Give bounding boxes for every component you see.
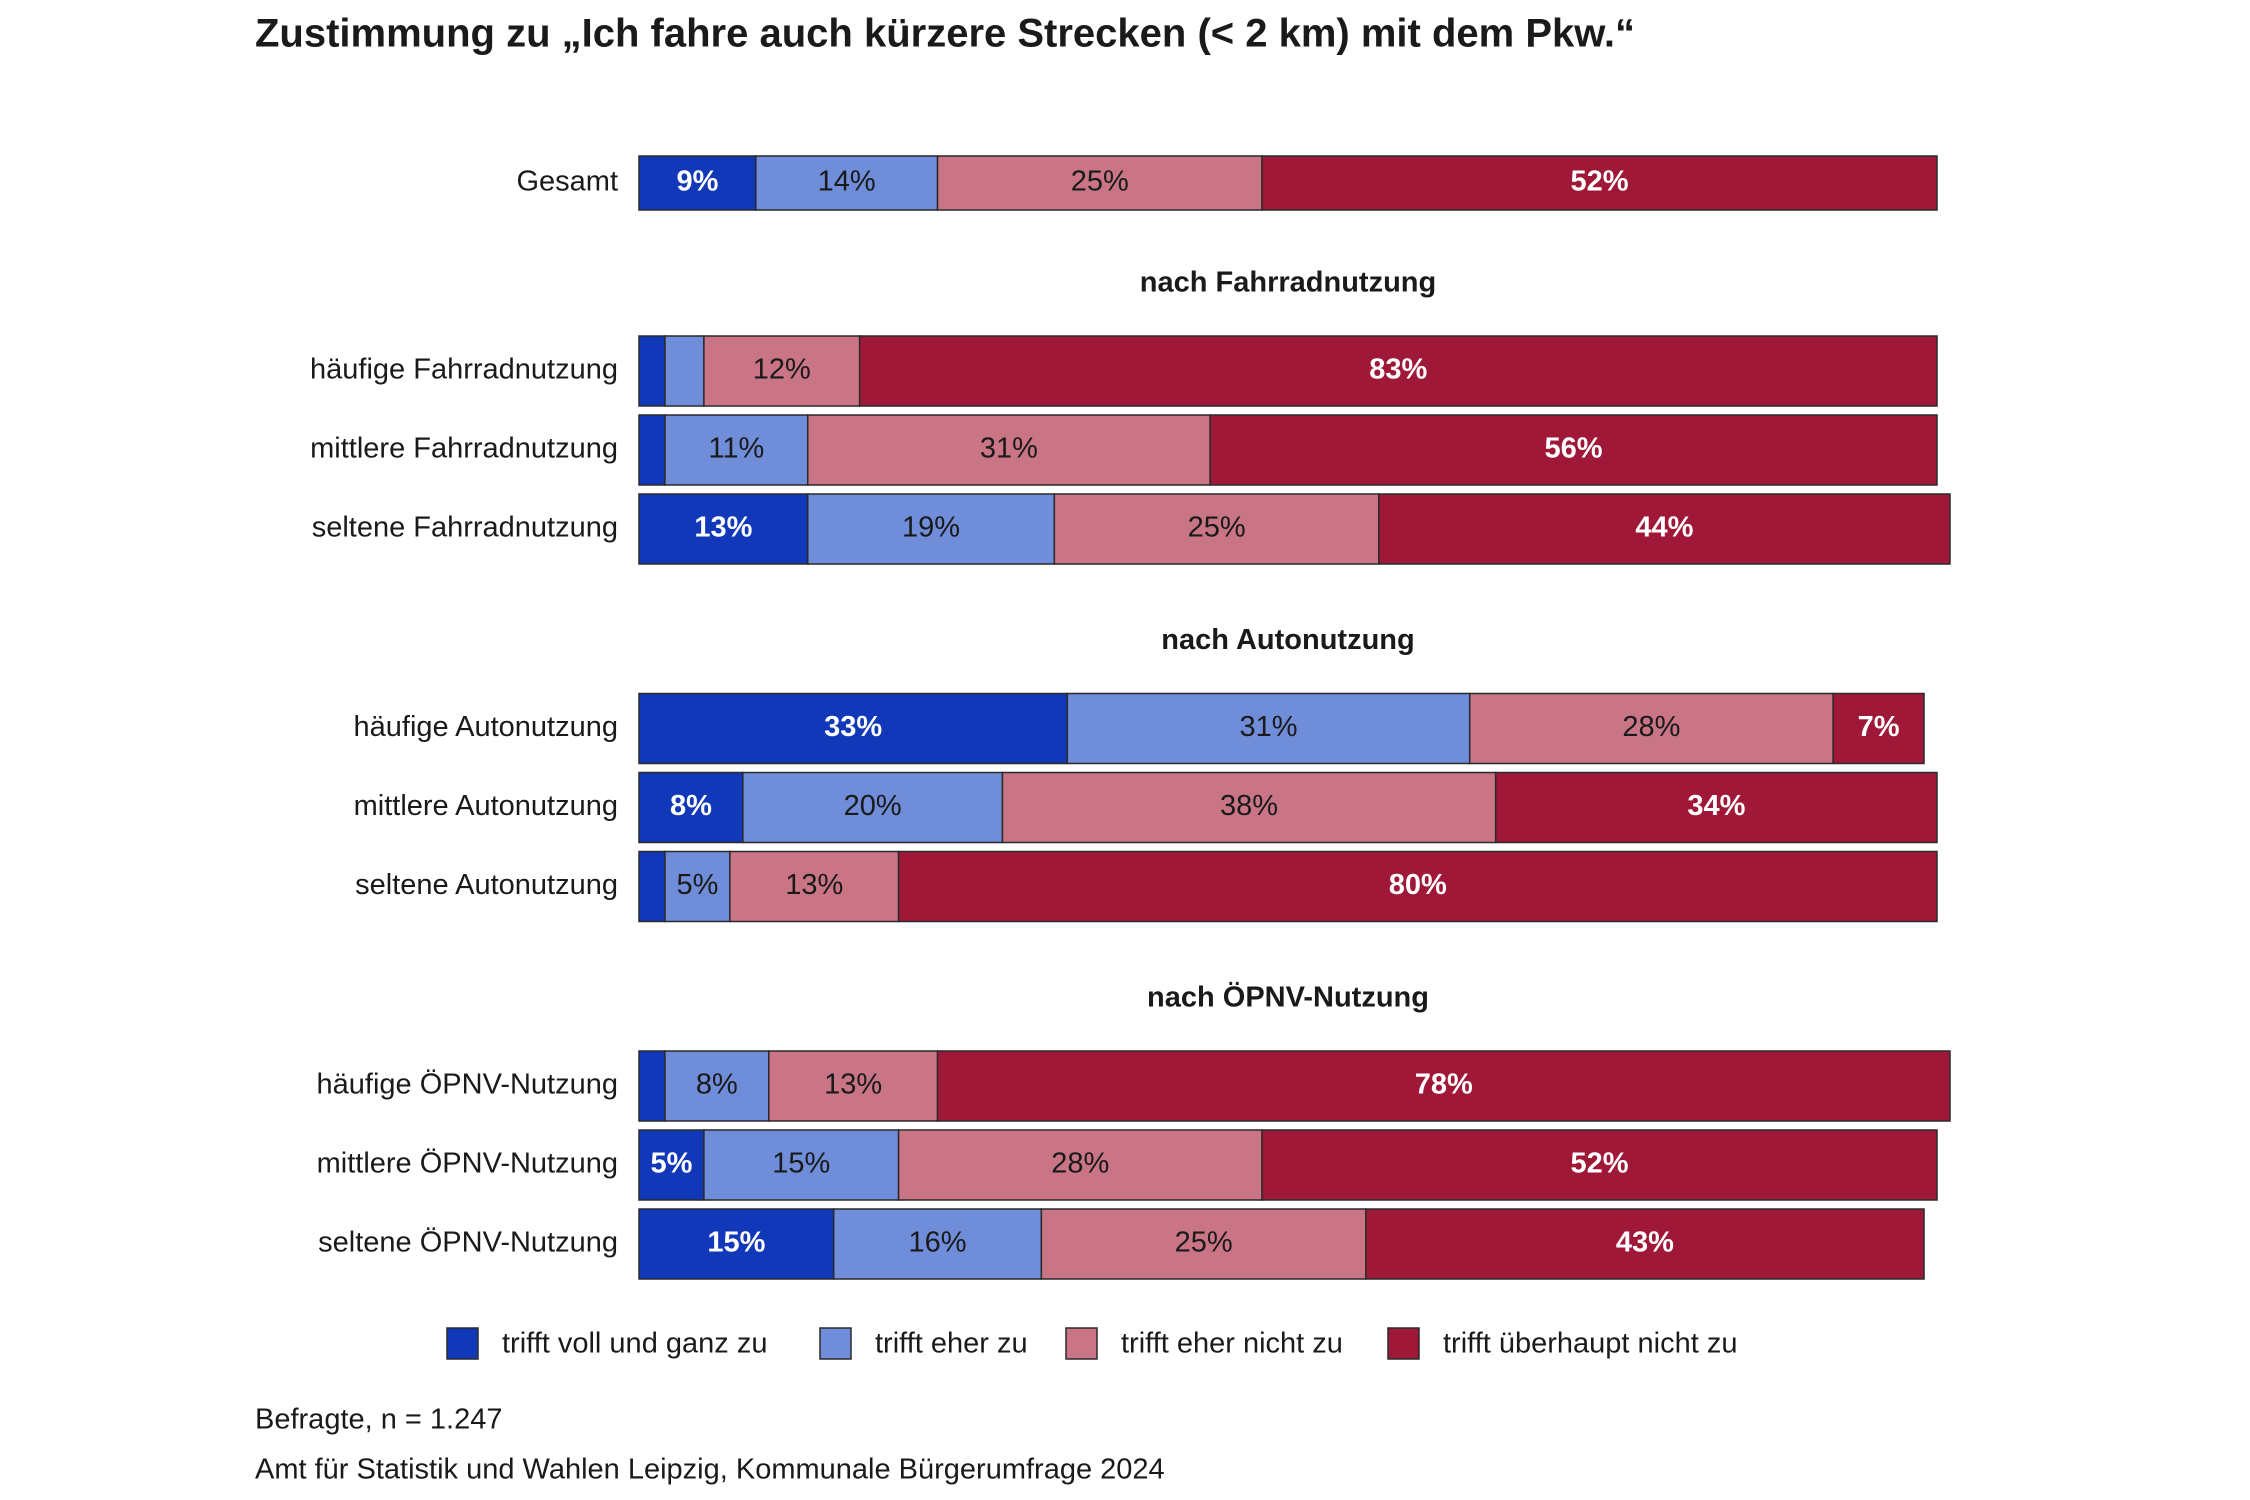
value-label: 8%: [670, 790, 712, 822]
bar-segment: [1378, 493, 1951, 565]
legend-label: trifft eher zu: [875, 1328, 1028, 1360]
value-label: 52%: [1570, 166, 1628, 198]
value-label: 25%: [1188, 512, 1246, 544]
bar-segment: [638, 155, 757, 211]
category-label: häufige Autonutzung: [354, 711, 618, 743]
bar-segment: [638, 414, 666, 486]
value-label: 31%: [980, 433, 1038, 465]
value-label: 13%: [824, 1069, 882, 1101]
bar-segment: [664, 414, 809, 486]
value-label: 11%: [708, 433, 764, 465]
bar-segment: [664, 335, 705, 407]
value-label: 83%: [1369, 354, 1427, 386]
category-label: seltene Fahrradnutzung: [312, 512, 618, 544]
category-label: mittlere Autonutzung: [354, 790, 618, 822]
value-label: 28%: [1622, 711, 1680, 743]
bar-segment: [638, 1129, 705, 1201]
value-label: 25%: [1071, 166, 1129, 198]
category-label: mittlere ÖPNV-Nutzung: [317, 1148, 618, 1180]
bar-segment: [664, 850, 731, 923]
value-label: 8%: [696, 1069, 738, 1101]
bar-segment: [742, 771, 1004, 844]
value-label: 31%: [1240, 711, 1298, 743]
note: Befragte, n = 1.247: [255, 1404, 503, 1436]
bar-segment: [1261, 155, 1938, 211]
bar-segment: [1001, 771, 1497, 844]
bar-segment: [638, 493, 809, 565]
legend-label: trifft eher nicht zu: [1121, 1328, 1343, 1360]
bar-segment: [638, 850, 666, 923]
legend-label: trifft überhaupt nicht zu: [1443, 1328, 1737, 1360]
value-label: 52%: [1570, 1148, 1628, 1180]
legend-swatch: [446, 1327, 479, 1360]
group-title: nach ÖPNV-Nutzung: [1147, 981, 1429, 1014]
value-label: 78%: [1415, 1069, 1473, 1101]
value-label: 5%: [676, 869, 718, 901]
value-label: 13%: [694, 512, 752, 544]
category-label: häufige ÖPNV-Nutzung: [317, 1069, 618, 1101]
value-label: 15%: [707, 1227, 765, 1259]
group-title: nach Fahrradnutzung: [1140, 267, 1436, 299]
bar-segment: [703, 1129, 900, 1201]
bar-segment: [1261, 1129, 1938, 1201]
value-label: 20%: [844, 790, 902, 822]
value-label: 5%: [650, 1148, 692, 1180]
bar-segment: [638, 771, 744, 844]
bar-segment: [638, 692, 1069, 765]
value-label: 38%: [1220, 790, 1278, 822]
bar-segment: [1365, 1208, 1925, 1280]
bar-segment: [755, 155, 939, 211]
value-label: 13%: [785, 869, 843, 901]
value-label: 34%: [1687, 790, 1745, 822]
source: Amt für Statistik und Wahlen Leipzig, Ko…: [255, 1454, 1165, 1486]
category-label: seltene ÖPNV-Nutzung: [318, 1227, 618, 1259]
bar-segment: [806, 414, 1211, 486]
chart-title: Zustimmung zu „Ich fahre auch kürzere St…: [255, 12, 1635, 56]
bar-segment: [936, 155, 1263, 211]
legend-swatch: [1387, 1327, 1420, 1360]
bar-segment: [1209, 414, 1938, 486]
bar-segment: [638, 1050, 666, 1122]
bar-segment: [638, 335, 666, 407]
legend-swatch: [1065, 1327, 1098, 1360]
bar-segment: [1040, 1208, 1367, 1280]
bar-segment: [664, 1050, 770, 1122]
value-label: 33%: [824, 711, 882, 743]
bar-segment: [858, 335, 1938, 407]
bar-segment: [1494, 771, 1938, 844]
group-title: nach Autonutzung: [1161, 624, 1414, 656]
bar-segment: [703, 335, 861, 407]
value-label: 12%: [753, 354, 811, 386]
value-label: 19%: [902, 512, 960, 544]
legend-swatch: [819, 1327, 852, 1360]
value-label: 14%: [818, 166, 876, 198]
value-label: 15%: [772, 1148, 830, 1180]
bar-segment: [1832, 692, 1925, 765]
bar-segment: [1468, 692, 1834, 765]
bar-segment: [1053, 493, 1380, 565]
value-label: 28%: [1051, 1148, 1109, 1180]
value-label: 43%: [1616, 1227, 1674, 1259]
bar-segment: [729, 850, 900, 923]
category-label: mittlere Fahrradnutzung: [310, 433, 618, 465]
value-label: 44%: [1635, 512, 1693, 544]
value-label: 16%: [909, 1227, 967, 1259]
category-label: Gesamt: [516, 166, 618, 198]
bar-segment: [897, 850, 1938, 923]
value-label: 9%: [676, 166, 718, 198]
legend-label: trifft voll und ganz zu: [502, 1328, 767, 1360]
category-label: häufige Fahrradnutzung: [310, 354, 618, 386]
value-label: 7%: [1858, 711, 1900, 743]
bar-segment: [936, 1050, 1951, 1122]
value-label: 56%: [1545, 433, 1603, 465]
category-label: seltene Autonutzung: [355, 869, 618, 901]
value-label: 25%: [1175, 1227, 1233, 1259]
value-label: 80%: [1389, 869, 1447, 901]
